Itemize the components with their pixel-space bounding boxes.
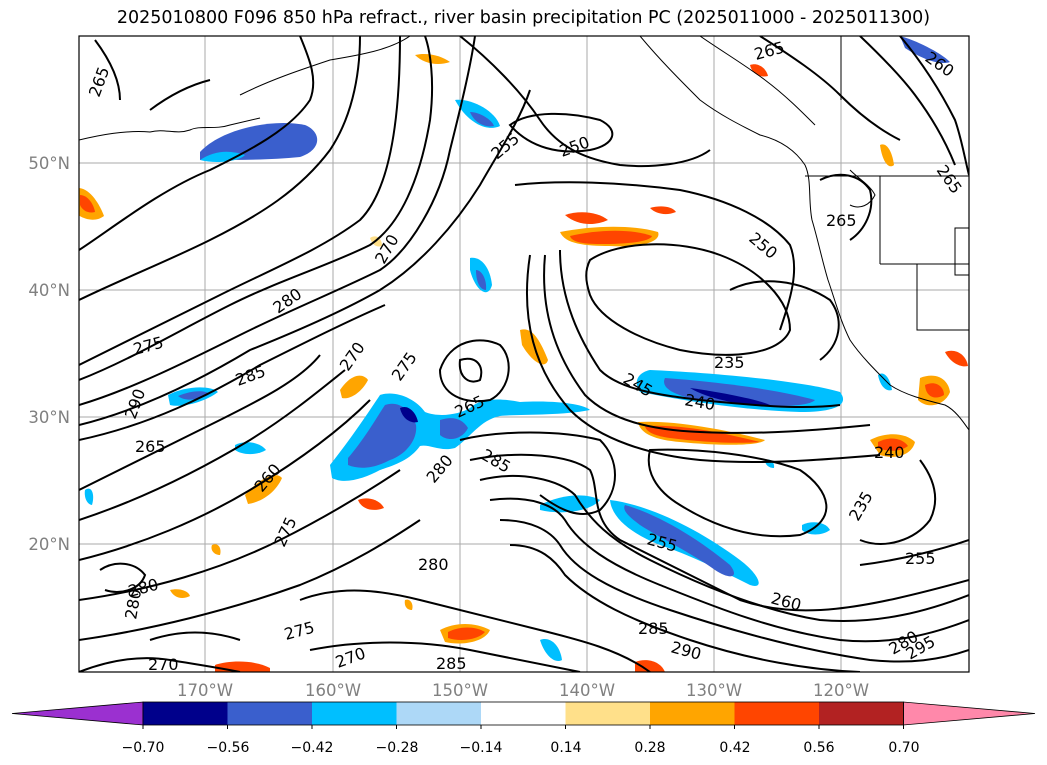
coastlines — [79, 36, 969, 431]
map-area — [79, 36, 969, 672]
colorbar-segment — [143, 702, 228, 725]
contour-label: 265 — [826, 211, 857, 230]
colorbar-label: −0.14 — [460, 740, 503, 756]
lon-label: 140°W — [559, 681, 615, 700]
lon-label: 150°W — [432, 681, 488, 700]
lat-label: 20°N — [28, 535, 70, 554]
colorbar-segment — [227, 702, 313, 725]
map-frame — [78, 35, 970, 673]
colorbar-extend-left — [11, 701, 144, 726]
contour-label: 255 — [905, 549, 936, 568]
contour-label: 285 — [436, 654, 467, 673]
contour-label: 240 — [874, 443, 905, 462]
lon-label: 130°W — [686, 681, 742, 700]
colorbar-label: 0.70 — [888, 740, 919, 756]
contour-label: 235 — [714, 353, 745, 372]
longitude-labels: 170°W 160°W 150°W 140°W 130°W 120°W — [177, 681, 869, 700]
latitude-labels: 50°N 40°N 30°N 20°N — [28, 154, 70, 554]
map-title: 2025010800 F096 850 hPa refract., river … — [116, 8, 931, 28]
positive-pc-areas — [79, 53, 968, 672]
lat-label: 40°N — [28, 281, 70, 300]
colorbar-labels: −0.70 −0.56 −0.42 −0.28 −0.14 0.14 0.28 … — [122, 740, 920, 756]
lon-label: 170°W — [177, 681, 233, 700]
contour-label: 280 — [418, 555, 449, 574]
colorbar-label: 0.14 — [550, 740, 581, 756]
colorbar-segment — [565, 702, 651, 725]
colorbar-label: −0.70 — [122, 740, 165, 756]
colorbar-segment — [396, 702, 482, 725]
colorbar-label: 0.42 — [719, 740, 750, 756]
colorbar-label: 0.28 — [634, 740, 665, 756]
lat-label: 30°N — [28, 408, 70, 427]
lat-label: 50°N — [28, 154, 70, 173]
colorbar-segment — [481, 702, 566, 725]
colorbar-outline — [142, 701, 904, 726]
refractivity-contours — [79, 36, 969, 672]
colorbar-extend-right — [903, 701, 1036, 726]
negative-pc-areas — [84, 36, 950, 662]
colorbar-segment — [734, 702, 820, 725]
colorbar-segment — [312, 702, 397, 725]
contour-label: 285 — [638, 619, 669, 638]
lon-label: 120°W — [813, 681, 869, 700]
colorbar-segment — [650, 702, 735, 725]
lon-label: 160°W — [305, 681, 361, 700]
colorbar — [11, 701, 1036, 729]
colorbar-label: −0.56 — [207, 740, 250, 756]
contour-label: 270 — [148, 655, 179, 674]
colorbar-label: 0.56 — [803, 740, 834, 756]
colorbar-label: −0.28 — [376, 740, 419, 756]
contour-label: 265 — [135, 437, 166, 456]
colorbar-segment — [819, 702, 904, 725]
colorbar-label: −0.42 — [291, 740, 334, 756]
